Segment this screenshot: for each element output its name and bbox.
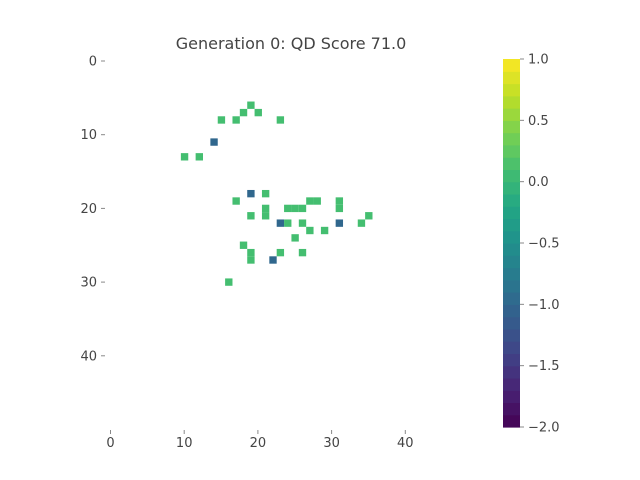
colorbar-segment (503, 341, 520, 354)
colorbar-segment (503, 316, 520, 330)
heatmap-cell (284, 219, 292, 227)
colorbar: 1.0 0.5 0.0 −0.5 −1.0 −1.5 −2.0 (503, 53, 560, 436)
x-tick-label: 40 (397, 436, 414, 451)
colorbar-segment (503, 206, 520, 220)
colorbar-segment (503, 414, 520, 428)
y-tick-label: 30 (80, 276, 97, 291)
colorbar-segment (503, 365, 520, 379)
heatmap-cell (247, 248, 255, 257)
heatmap-cell (232, 116, 240, 124)
heatmap-cell (261, 204, 270, 213)
colorbar-segment (503, 157, 520, 170)
colorbar-segment (503, 193, 520, 207)
colorbar-segment (503, 218, 520, 232)
x-tick-label: 0 (106, 436, 114, 451)
y-tick-label: 10 (80, 128, 97, 143)
heatmap-cell (225, 278, 233, 286)
heatmap-cell (335, 204, 344, 213)
heatmap-cell (232, 197, 240, 205)
heatmap-cell (210, 138, 218, 146)
y-tick-label: 0 (89, 55, 97, 70)
colorbar-segment (503, 71, 520, 85)
heatmap-cell (239, 108, 248, 117)
heatmap-cells (180, 101, 373, 286)
heatmap-cell (180, 153, 189, 161)
colorbar-tick-label: −0.5 (528, 237, 560, 252)
heatmap-cell (335, 219, 344, 227)
colorbar-segment (503, 304, 520, 318)
colorbar-tick-label: 0.5 (528, 114, 549, 129)
heatmap-cell (276, 219, 285, 227)
heatmap-cell (306, 197, 314, 205)
x-tick-label: 30 (323, 436, 340, 451)
heatmap-cell (247, 101, 255, 109)
colorbar-segment (503, 292, 520, 305)
colorbar-segment (503, 83, 520, 97)
x-tick-label: 20 (250, 436, 267, 451)
y-axis: 0 10 20 30 40 (80, 55, 105, 364)
heatmap-cell (320, 226, 329, 235)
heatmap-cell (365, 212, 373, 220)
colorbar-segment (503, 267, 520, 281)
heatmap-cell (357, 219, 366, 227)
x-tick-label: 10 (176, 436, 193, 451)
heatmap-cell (247, 189, 255, 198)
heatmap-cell (254, 108, 262, 117)
heatmap-cell (261, 189, 270, 198)
x-axis: 0 10 20 30 40 (106, 430, 414, 451)
colorbar-segment (503, 230, 520, 244)
colorbar-segment (503, 243, 520, 256)
heatmap-cell (306, 226, 314, 235)
colorbar-tick-label: 1.0 (528, 53, 549, 68)
chart-title: Generation 0: QD Score 71.0 (176, 34, 407, 53)
colorbar-tick-label: −1.5 (528, 359, 560, 374)
colorbar-segment (503, 181, 520, 195)
heatmap-cell (298, 204, 307, 213)
colorbar-segment (503, 108, 520, 121)
heatmap-cell (291, 234, 299, 242)
heatmap-cell (284, 204, 292, 213)
colorbar-segment (503, 95, 520, 109)
heatmap-cell (276, 248, 285, 257)
colorbar-segment (503, 132, 520, 146)
heatmap-cell (313, 197, 321, 205)
colorbar-segment (503, 169, 520, 183)
colorbar-segment (503, 59, 520, 72)
heatmap-cell (261, 212, 270, 220)
heatmap-cell (247, 212, 255, 220)
colorbar-tick-label: 0.0 (528, 175, 549, 190)
heatmap-cell (291, 204, 299, 213)
heatmap-cell (276, 116, 285, 124)
colorbar-segment (503, 377, 520, 391)
colorbar-segment (503, 120, 520, 134)
colorbar-segment (503, 279, 520, 293)
y-tick-label: 40 (80, 349, 97, 364)
heatmap-cell (195, 153, 203, 161)
y-tick-label: 20 (80, 202, 97, 217)
colorbar-segment (503, 255, 520, 269)
heatmap-cell (335, 197, 344, 205)
heatmap-cell (298, 248, 307, 257)
heatmap-cell (247, 256, 255, 264)
colorbar-segment (503, 144, 520, 158)
colorbar-segment (503, 353, 520, 367)
colorbar-tick-label: −2.0 (528, 421, 560, 436)
heatmap-cell (269, 256, 277, 264)
colorbar-segment (503, 328, 520, 342)
colorbar-tick-label: −1.0 (528, 298, 560, 313)
heatmap-cell (298, 219, 307, 227)
colorbar-segment (503, 390, 520, 404)
heatmap-cell (239, 241, 248, 249)
heatmap-cell (217, 116, 226, 124)
colorbar-segment (503, 402, 520, 416)
